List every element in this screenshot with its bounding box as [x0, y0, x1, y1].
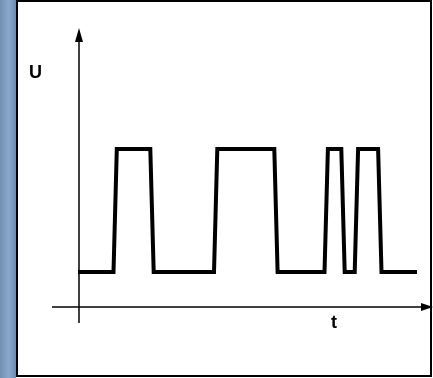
signal-layer: [78, 147, 417, 274]
y-axis-label: U: [29, 62, 42, 82]
left-stripe: [0, 0, 16, 378]
signal-line: [78, 147, 417, 274]
chart-frame: [16, 0, 432, 377]
x-axis-arrow: [421, 303, 433, 311]
x-axis-label: t: [331, 312, 337, 332]
y-axis-arrow: [75, 28, 83, 42]
axes: [52, 28, 433, 323]
